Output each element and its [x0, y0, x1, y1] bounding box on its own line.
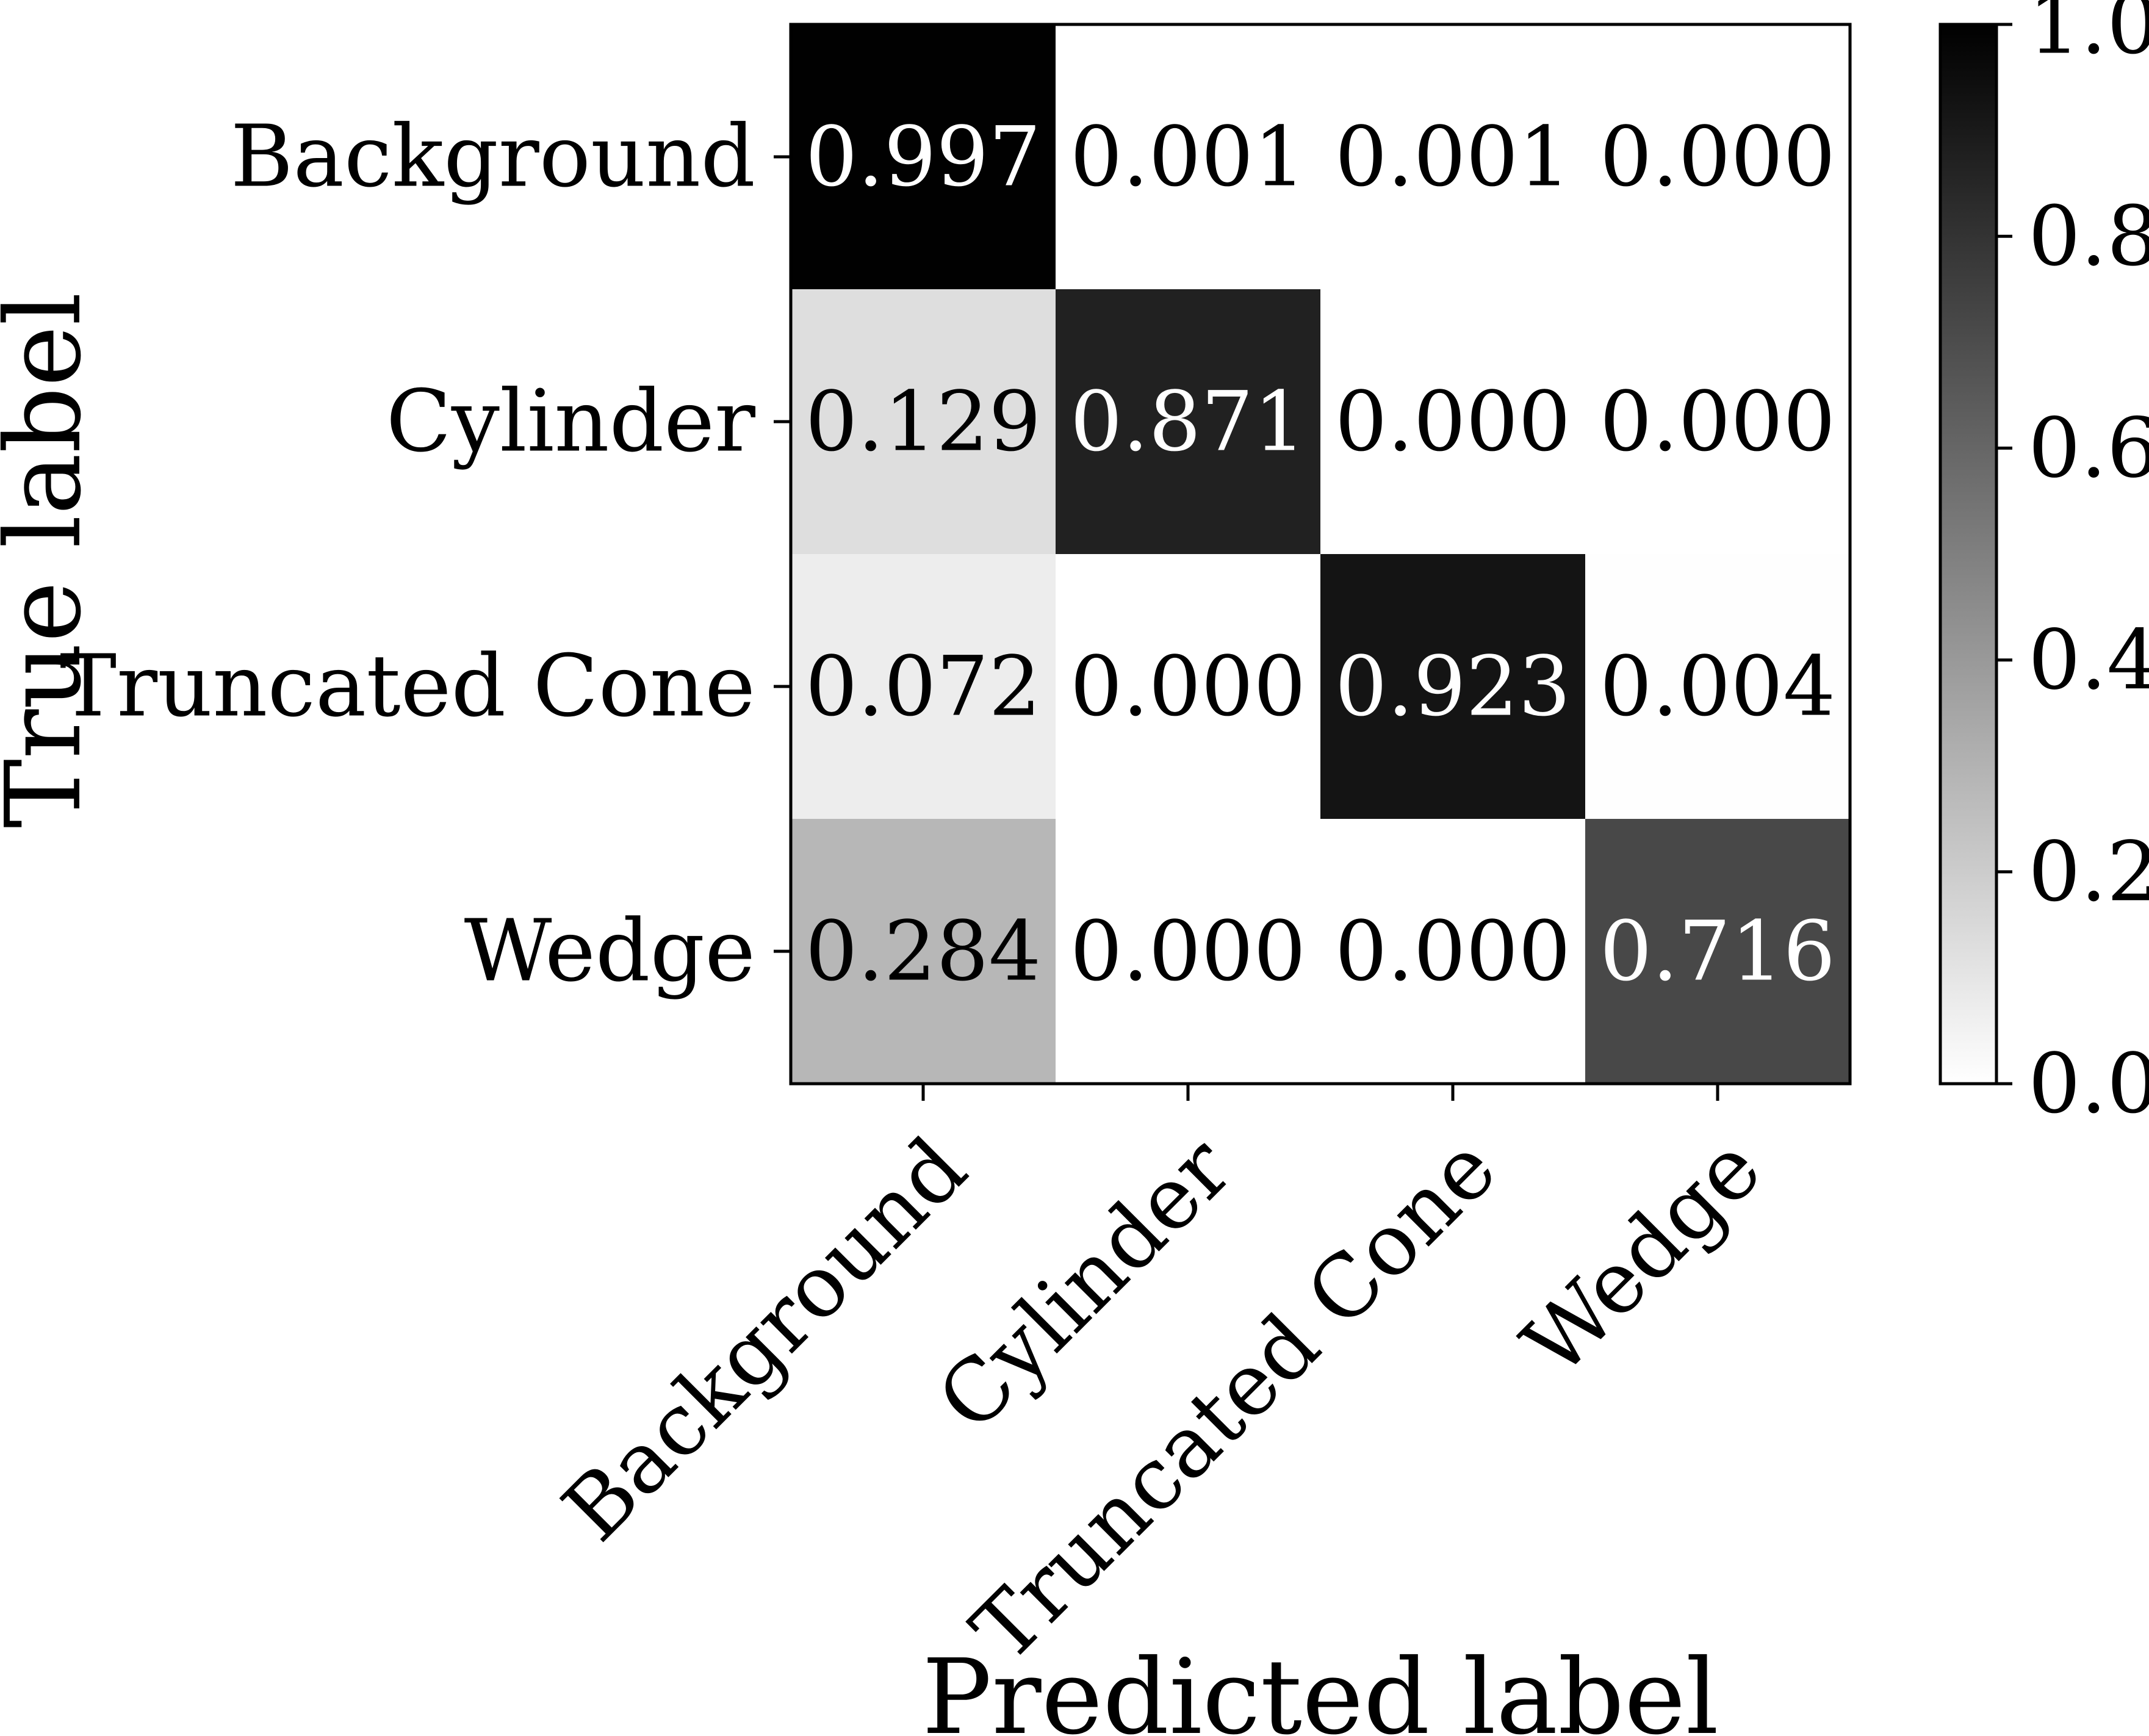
- heatmap-cell: [1056, 289, 1321, 555]
- y-tick-label: Wedge: [464, 902, 755, 1001]
- x-axis-title: Predicted label: [922, 1637, 1719, 1736]
- cell-value-label: 0.284: [805, 904, 1041, 999]
- colorbar-tick-label: 0.8: [2028, 189, 2149, 284]
- y-axis-title: True label: [0, 292, 104, 828]
- y-axis-ticks: Background Cylinder Truncated Cone Wedge: [60, 107, 791, 1001]
- colorbar: [1938, 23, 1998, 1086]
- heatmap-cell: [1585, 24, 1851, 290]
- colorbar-ticks: 0.0 0.2 0.4 0.6 0.8 1.0: [1996, 0, 2149, 1132]
- cell-value-label: 0.716: [1600, 904, 1835, 999]
- cell-value-label: 0.000: [1600, 109, 1835, 205]
- heatmap-cells: [791, 24, 1851, 1084]
- cell-value-label: 0.004: [1600, 639, 1835, 735]
- cell-value-labels: 0.997 0.001 0.001 0.000 0.129 0.871 0.000 0.000…: [805, 109, 1835, 999]
- cell-value-label: 0.129: [805, 374, 1041, 470]
- y-tick-label: Truncated Cone: [60, 637, 755, 737]
- heatmap-cell: [791, 819, 1056, 1084]
- heatmap-cell: [1056, 554, 1321, 819]
- cell-value-label: 0.997: [805, 109, 1041, 205]
- heatmap-cell: [1585, 554, 1851, 819]
- cell-value-label: 0.000: [1335, 374, 1571, 470]
- y-tick-label: Cylinder: [386, 372, 755, 472]
- y-tick-label: Background: [231, 107, 755, 207]
- plot-frame: [789, 23, 1852, 1086]
- heatmap-cell: [1585, 819, 1851, 1084]
- colorbar-tick-label: 0.0: [2028, 1036, 2149, 1132]
- heatmap-cell: [791, 289, 1056, 555]
- cell-value-label: 0.871: [1070, 374, 1306, 470]
- heatmap-cell: [1320, 289, 1586, 555]
- cell-value-label: 0.000: [1070, 904, 1306, 999]
- cell-value-label: 0.923: [1335, 639, 1571, 735]
- cell-value-label: 0.072: [805, 639, 1041, 735]
- colorbar-tick-label: 0.4: [2028, 612, 2149, 708]
- heatmap-cell: [791, 554, 1056, 819]
- colorbar-tick-label: 0.6: [2028, 400, 2149, 496]
- heatmap-cell: [1320, 554, 1586, 819]
- colorbar-tick-label: 1.0: [2028, 0, 2149, 73]
- heatmap-cell: [1320, 24, 1586, 290]
- x-tick-label: Wedge: [1504, 1118, 1780, 1395]
- x-tick-label: Background: [544, 1118, 986, 1560]
- cell-value-label: 0.000: [1070, 639, 1306, 735]
- heatmap-cell: [1056, 24, 1321, 290]
- heatmap-cell: [1320, 819, 1586, 1084]
- cell-value-label: 0.000: [1600, 374, 1835, 470]
- cell-value-label: 0.001: [1335, 109, 1571, 205]
- heatmap-cell: [1585, 289, 1851, 555]
- heatmap-cell: [791, 24, 1056, 290]
- colorbar-tick-label: 0.2: [2028, 824, 2149, 920]
- cell-value-label: 0.001: [1070, 109, 1306, 205]
- heatmap-cell: [1056, 819, 1321, 1084]
- cell-value-label: 0.000: [1335, 904, 1571, 999]
